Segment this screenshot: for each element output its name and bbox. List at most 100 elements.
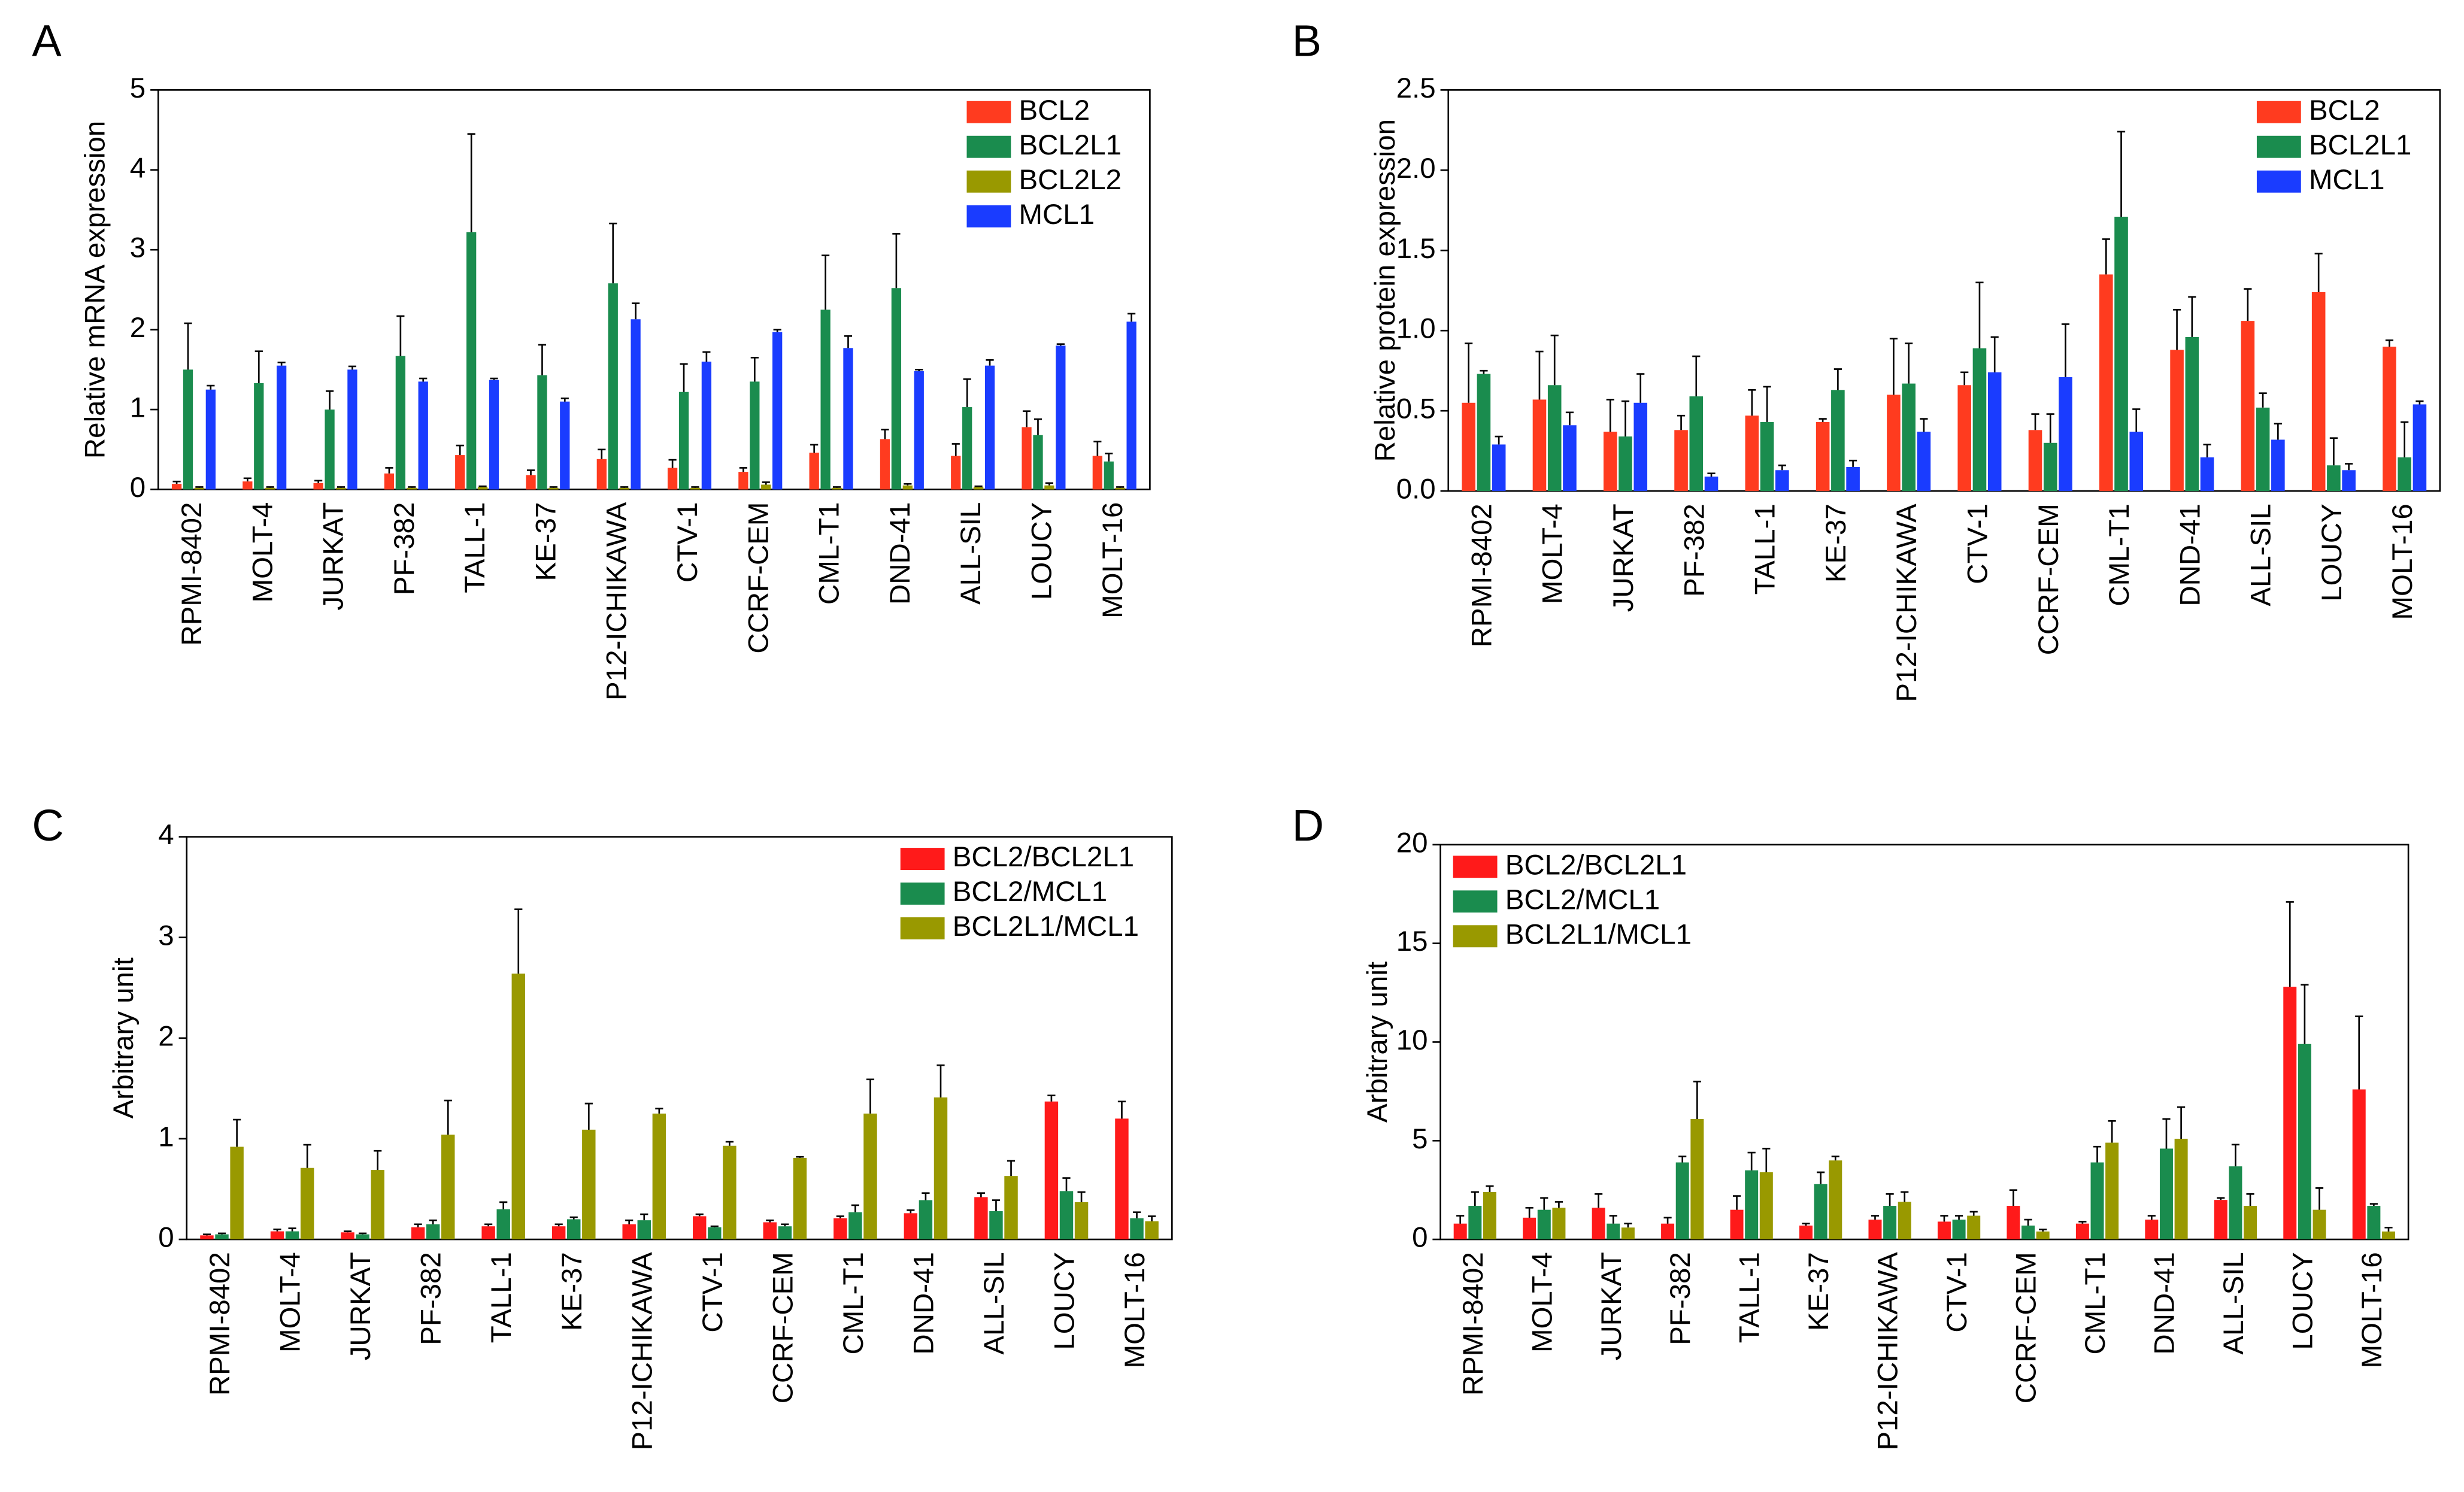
- bar: [1592, 1208, 1605, 1240]
- error-bar: [526, 469, 535, 475]
- bar: [1059, 1191, 1074, 1240]
- bar: [537, 375, 547, 490]
- y-tick-label: 15: [1396, 926, 1428, 957]
- error-bar: [1062, 1177, 1071, 1191]
- bar: [2283, 987, 2297, 1240]
- error-bar: [217, 1232, 226, 1235]
- error-bar: [904, 483, 912, 486]
- error-bar: [1901, 1191, 1909, 1202]
- bar: [902, 485, 913, 490]
- bar: [2021, 1226, 2035, 1240]
- y-axis-title: Relative protein expression: [1369, 119, 1401, 462]
- error-bar: [2031, 413, 2039, 430]
- error-bar: [1677, 414, 1686, 430]
- error-bar: [277, 362, 286, 366]
- bar: [1004, 1176, 1018, 1240]
- x-tick-label: RPMI-8402: [204, 1252, 236, 1396]
- panel-label: D: [1292, 800, 1324, 850]
- y-tick-label: 1: [158, 1121, 174, 1153]
- bar: [891, 288, 902, 490]
- bar: [2200, 457, 2214, 492]
- x-tick-label: MOLT-4: [1526, 1252, 1558, 1352]
- bar: [336, 487, 346, 490]
- error-bar: [739, 467, 747, 472]
- error-bar: [1707, 472, 1716, 477]
- bar: [778, 1226, 792, 1240]
- bar: [619, 487, 629, 490]
- error-bar: [922, 1192, 930, 1200]
- bar: [1902, 383, 1916, 492]
- bar: [243, 481, 253, 490]
- bar: [1846, 466, 1860, 492]
- error-bar: [625, 1219, 634, 1224]
- bar: [171, 484, 182, 490]
- bar: [951, 456, 961, 490]
- bar: [1887, 395, 1901, 492]
- panel-label: A: [32, 16, 62, 65]
- bar: [384, 473, 395, 490]
- bar: [1104, 461, 1114, 490]
- bar: [1831, 390, 1845, 492]
- bar: [989, 1211, 1003, 1240]
- bar: [215, 1234, 229, 1240]
- error-bar: [254, 350, 263, 384]
- error-bar: [2274, 423, 2282, 440]
- error-bar: [1940, 1215, 1948, 1222]
- error-bar: [207, 384, 215, 390]
- x-tick-label: MOLT-16: [2356, 1252, 2388, 1368]
- legend-label: BCL2/BCL2L1: [1505, 849, 1687, 881]
- error-bar: [1554, 1201, 1563, 1208]
- error-bar: [2315, 1187, 2324, 1210]
- bar: [1130, 1218, 1144, 1240]
- x-tick-label: DND-41: [908, 1252, 939, 1354]
- x-tick-label: JURKAT: [1608, 504, 1639, 612]
- bar: [1829, 1160, 1842, 1240]
- bar: [1074, 1202, 1089, 1240]
- error-bar: [1465, 342, 1473, 403]
- error-bar: [1022, 410, 1031, 427]
- error-bar: [762, 481, 770, 485]
- bar: [832, 487, 842, 490]
- x-tick-label: CTV-1: [1962, 504, 1993, 584]
- bar: [1674, 430, 1688, 492]
- x-tick-label: PF-382: [416, 1252, 447, 1345]
- error-bar: [1747, 1151, 1756, 1170]
- x-tick-label: CCRF-CEM: [767, 1252, 799, 1403]
- y-axis-title: Relative mRNA expression: [80, 121, 111, 459]
- bar: [637, 1220, 651, 1240]
- bar: [548, 487, 559, 490]
- x-tick-label: CTV-1: [672, 502, 704, 583]
- bar: [1607, 1223, 1620, 1240]
- bar: [2342, 470, 2356, 492]
- bar: [693, 1216, 707, 1240]
- bar: [2327, 465, 2341, 492]
- error-bar: [881, 429, 889, 439]
- y-tick-label: 3: [158, 920, 174, 951]
- bar: [2170, 350, 2184, 492]
- bar: [880, 439, 890, 490]
- legend-swatch: [900, 917, 945, 940]
- error-bar: [992, 1199, 1001, 1212]
- y-tick-label: 0: [158, 1222, 174, 1254]
- error-bar: [374, 1150, 382, 1170]
- error-bar: [1762, 1148, 1771, 1172]
- bar: [678, 392, 689, 490]
- error-bar: [1817, 1171, 1825, 1184]
- error-bar: [1975, 281, 1984, 348]
- error-bar: [2009, 1189, 2018, 1206]
- bar: [904, 1213, 918, 1240]
- bar: [560, 401, 570, 490]
- bar: [1492, 444, 1506, 492]
- bar: [2383, 346, 2396, 492]
- x-tick-label: PF-382: [389, 502, 420, 596]
- bar: [183, 369, 193, 490]
- x-tick-label: KE-37: [530, 502, 562, 581]
- bar: [984, 365, 995, 490]
- bar: [526, 475, 536, 490]
- bar: [2185, 336, 2199, 492]
- bar: [2256, 407, 2270, 492]
- error-bar: [1077, 1191, 1086, 1202]
- bar: [407, 487, 417, 490]
- bar: [1563, 425, 1577, 492]
- bar: [863, 1113, 877, 1240]
